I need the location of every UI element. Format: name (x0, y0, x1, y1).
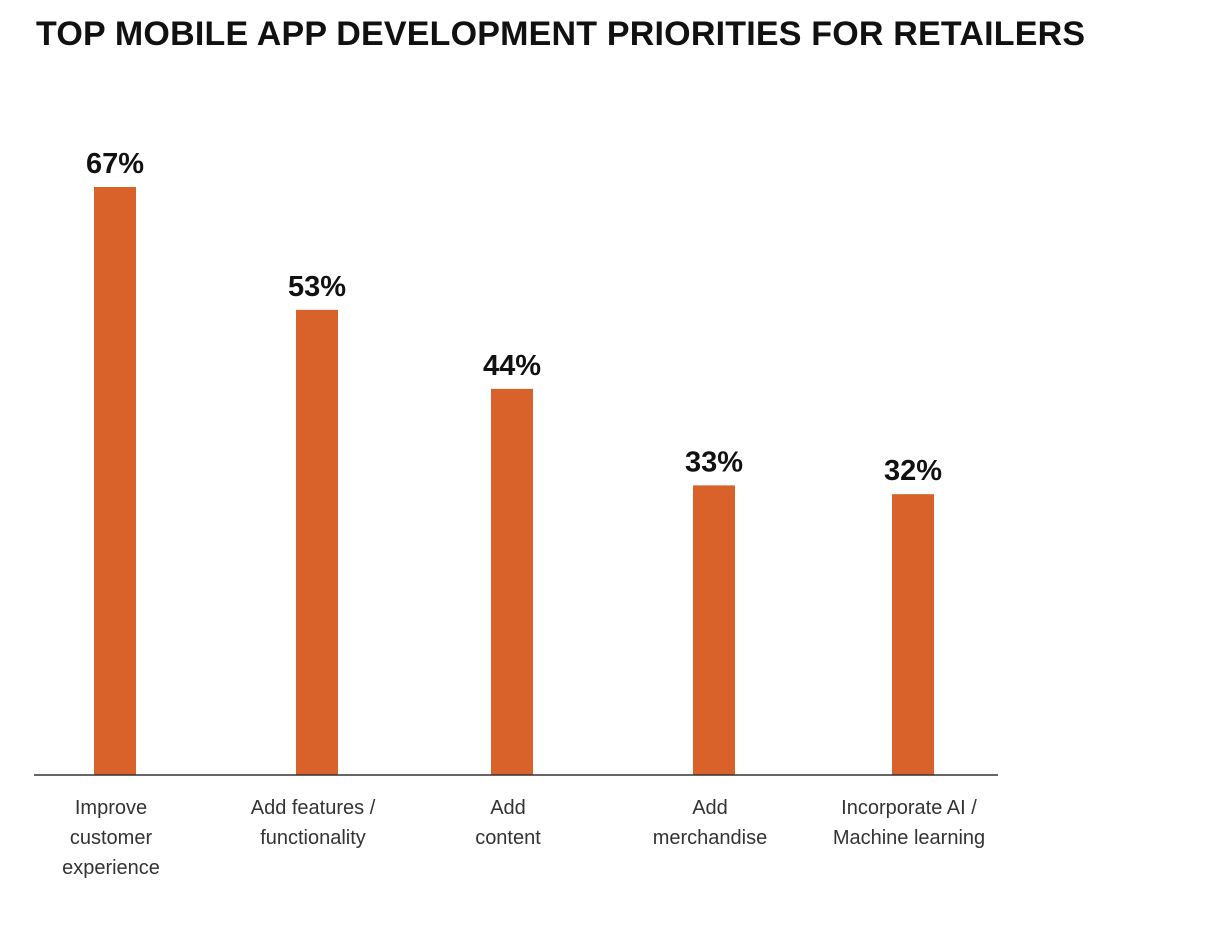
bar (94, 187, 136, 775)
category-label: Add features / (251, 797, 376, 819)
bar-value-label: 33% (685, 446, 743, 478)
category-label: Machine learning (833, 827, 985, 849)
category-label: Add (692, 797, 728, 819)
category-label: customer (70, 827, 153, 849)
bar (892, 494, 934, 775)
bar (693, 485, 735, 775)
chart-title: TOP MOBILE APP DEVELOPMENT PRIORITIES FO… (36, 15, 1086, 53)
category-label: Add (490, 797, 526, 819)
bar-value-label: 53% (288, 271, 346, 303)
category-label: content (475, 827, 541, 849)
category-labels-group: Improve customer experience Add features / f… (62, 797, 985, 879)
bar (491, 388, 533, 775)
bar-value-label: 44% (483, 350, 541, 382)
category-label: merchandise (653, 827, 768, 849)
bar-value-label: 32% (884, 455, 942, 487)
bar-value-label: 67% (86, 148, 144, 180)
bars-group (94, 187, 934, 775)
category-label: Incorporate AI / (841, 797, 977, 819)
category-label: experience (62, 857, 160, 879)
value-labels-group: 67% 53% 44% 33% 32% (86, 148, 942, 487)
bar (296, 309, 338, 775)
category-label: Improve (75, 797, 147, 819)
category-label: functionality (260, 827, 366, 849)
